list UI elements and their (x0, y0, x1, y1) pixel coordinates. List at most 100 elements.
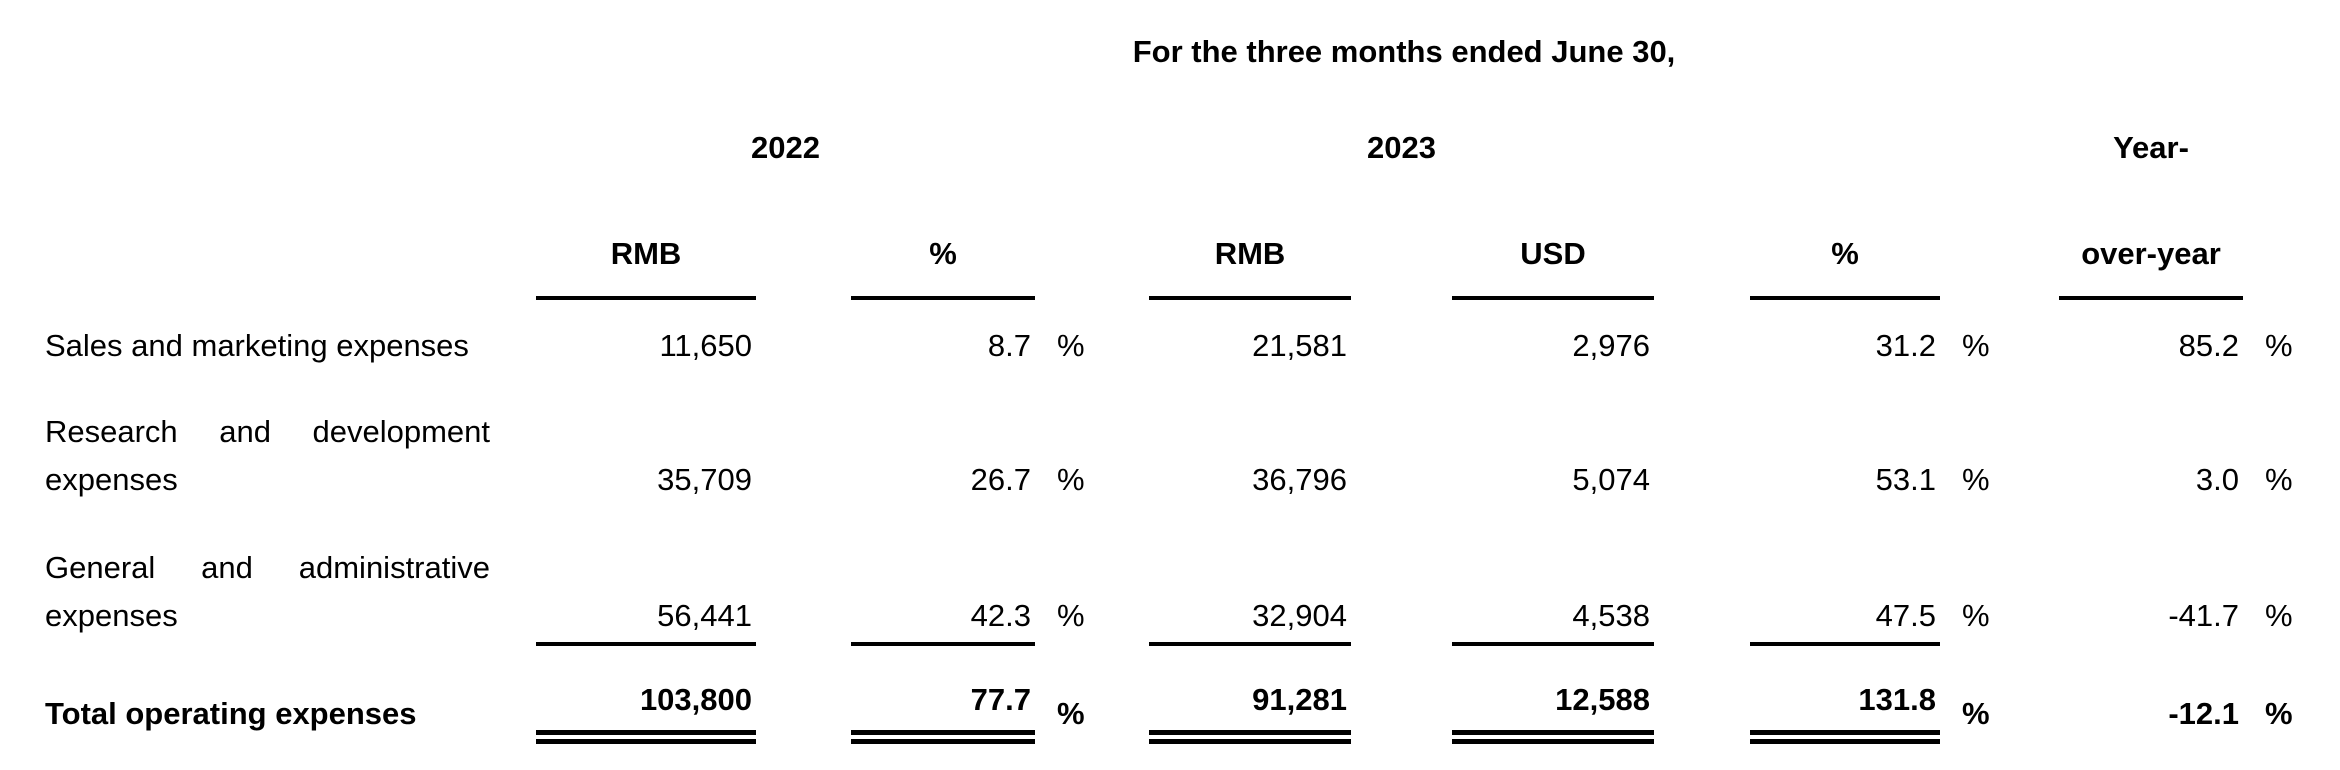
total-row-label: Total operating expenses (45, 696, 417, 731)
total-rmb-2023: 91,281 (1149, 642, 1351, 744)
row-label: Research and development expenses (45, 372, 490, 506)
gna-pct-2023: 47.5 (1875, 598, 1936, 633)
spacer-cell (1110, 642, 1149, 744)
year-2023-header: 2023 (1367, 130, 1436, 165)
spacer-cell (756, 642, 851, 744)
spacer-cell (1654, 372, 1750, 506)
spacer-cell (1351, 300, 1452, 372)
rnd-yoy: 3.0 (2195, 462, 2239, 497)
spacer-cell (2015, 300, 2059, 372)
spacer-cell (756, 180, 851, 300)
spacer-cell (490, 372, 536, 506)
year-header-row: 2022 2023 Year- (45, 78, 2318, 180)
percent-sign: % (2265, 598, 2293, 633)
spacer-cell (1654, 180, 1750, 300)
spacer-cell (2243, 180, 2318, 300)
percent-sign: % (1962, 328, 1990, 363)
spacer-cell (490, 642, 536, 744)
period-header: For the three months ended June 30, (1132, 34, 1676, 69)
total-usd-2023: 12,588 (1452, 642, 1654, 744)
spacer-cell (2015, 372, 2059, 506)
rnd-rmb-2022: 35,709 (657, 462, 752, 497)
col-header-pct-2022: % (851, 180, 1035, 300)
sales-pct-2022: 8.7 (987, 328, 1031, 363)
spacer-cell (1110, 506, 1149, 642)
operating-expenses-table: For the three months ended June 30, 2022… (45, 0, 2318, 744)
row-label-line1: Sales and marketing expenses (45, 328, 469, 363)
spacer-cell (1351, 506, 1452, 642)
column-header-row: RMB % RMB USD % over-year (45, 180, 2318, 300)
spacer-cell (2015, 180, 2059, 300)
spacer-cell (45, 78, 490, 180)
row-label: Sales and marketing expenses (45, 300, 490, 372)
percent-sign: % (1962, 462, 1990, 497)
percent-sign: % (2265, 462, 2293, 497)
spacer-cell (490, 506, 536, 642)
total-pct-2023: 131.8 (1750, 642, 1940, 744)
spacer-cell (45, 0, 490, 78)
spacer-cell (756, 300, 851, 372)
col-header-rmb-2023: RMB (1149, 180, 1351, 300)
sales-rmb-2023: 21,581 (1252, 328, 1347, 363)
col-header-pct-2023: % (1750, 180, 1940, 300)
percent-sign: % (1057, 462, 1085, 497)
spacer-cell (1750, 78, 1940, 180)
gna-pct-2022: 42.3 (970, 598, 1031, 633)
spacer-cell (1940, 180, 2015, 300)
expense-row-sales-marketing: Sales and marketing expenses 11,650 8.7 … (45, 300, 2318, 372)
percent-sign: % (2265, 696, 2293, 731)
sales-usd-2023: 2,976 (1572, 328, 1650, 363)
total-pct-2022: 77.7 (851, 642, 1035, 744)
sales-yoy: 85.2 (2178, 328, 2239, 363)
spacer-cell (490, 300, 536, 372)
spacer-cell (1654, 642, 1750, 744)
spacer-cell (1110, 300, 1149, 372)
spacer-cell (1654, 78, 1750, 180)
spacer-cell (1110, 372, 1149, 506)
spacer-cell (1035, 78, 1110, 180)
percent-sign: % (1962, 696, 1990, 731)
expense-row-general-administrative: General and administrative expenses 56,4… (45, 506, 2318, 642)
spacer-cell (45, 180, 490, 300)
total-operating-expenses-row: Total operating expenses 103,800 77.7 % … (45, 642, 2318, 744)
rnd-pct-2022: 26.7 (970, 462, 1031, 497)
gna-rmb-2023: 32,904 (1252, 598, 1347, 633)
gna-rmb-2022: 56,441 (657, 598, 752, 633)
row-label-line1: Research and development (45, 414, 490, 449)
yoy-header-line1: Year- (2113, 130, 2189, 165)
period-header-row: For the three months ended June 30, (45, 0, 2318, 78)
percent-sign: % (1962, 598, 1990, 633)
gna-usd-2023: 4,538 (1572, 598, 1650, 633)
spacer-cell (756, 506, 851, 642)
yoy-header-line2: over-year (2059, 180, 2243, 300)
row-label-line2: expenses (45, 598, 178, 633)
rnd-rmb-2023: 36,796 (1252, 462, 1347, 497)
percent-sign: % (2265, 328, 2293, 363)
percent-sign: % (1057, 328, 1085, 363)
percent-sign: % (1057, 598, 1085, 633)
spacer-cell (756, 372, 851, 506)
spacer-cell (1035, 180, 1110, 300)
row-label-line1: General and administrative (45, 550, 490, 585)
spacer-cell (1654, 300, 1750, 372)
spacer-cell (490, 78, 536, 180)
spacer-cell (1110, 180, 1149, 300)
spacer-cell (1351, 372, 1452, 506)
gna-yoy: -41.7 (2168, 598, 2239, 633)
spacer-cell (2243, 78, 2318, 180)
rnd-usd-2023: 5,074 (1572, 462, 1650, 497)
spacer-cell (1110, 78, 1149, 180)
total-yoy: -12.1 (2168, 696, 2239, 731)
year-2022-header: 2022 (751, 130, 820, 165)
spacer-cell (1940, 78, 2015, 180)
percent-sign: % (1057, 696, 1085, 731)
spacer-cell (2015, 506, 2059, 642)
col-header-rmb-2022: RMB (536, 180, 756, 300)
sales-rmb-2022: 11,650 (659, 328, 752, 363)
expense-row-research-development: Research and development expenses 35,709… (45, 372, 2318, 506)
rnd-pct-2023: 53.1 (1875, 462, 1936, 497)
spacer-cell (1654, 506, 1750, 642)
spacer-cell (2015, 78, 2059, 180)
sales-pct-2023: 31.2 (1875, 328, 1936, 363)
